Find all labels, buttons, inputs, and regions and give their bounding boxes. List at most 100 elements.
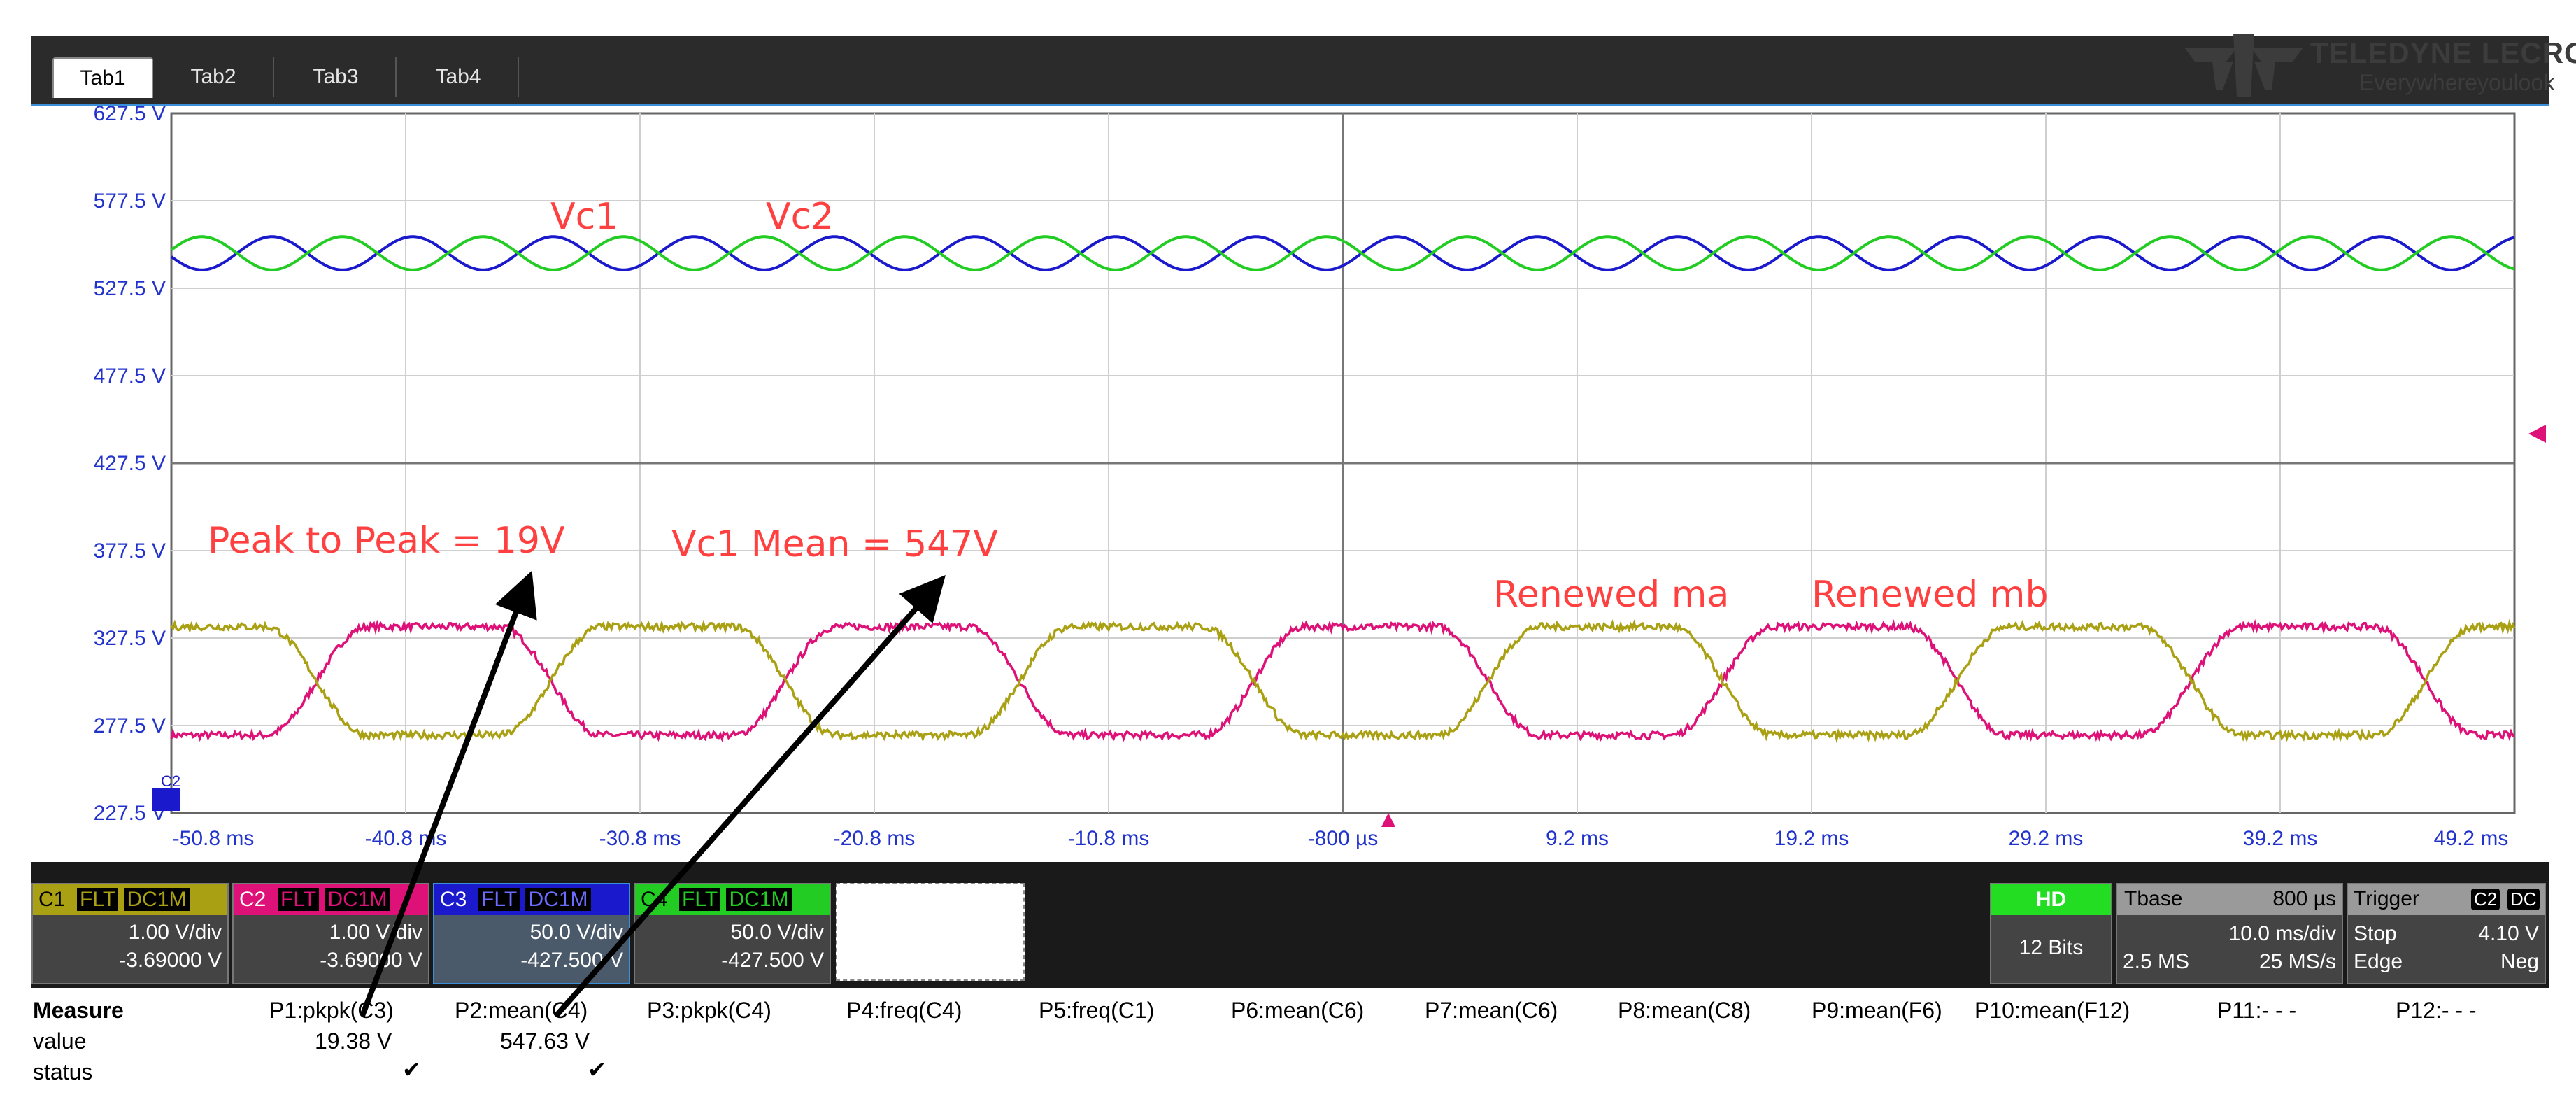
trace-vc1 bbox=[170, 235, 2515, 271]
y-tick-label: 427.5 V bbox=[94, 452, 166, 475]
channel-c3-box[interactable]: C3 FLT DC1M 50.0 V/div -427.500 V bbox=[433, 883, 630, 984]
channel-c4-mode: DC1M bbox=[726, 888, 792, 911]
trigger-label: Trigger bbox=[2354, 887, 2419, 910]
measure-param-status: ✔ bbox=[402, 1057, 421, 1082]
measure-param-name[interactable]: P9:mean(F6) bbox=[1812, 998, 1942, 1023]
channel-c1-box[interactable]: C1 FLT DC1M 1.00 V/div -3.69000 V bbox=[31, 883, 229, 984]
y-tick-label: 527.5 V bbox=[94, 277, 166, 300]
x-tick-label: 9.2 ms bbox=[1546, 827, 1609, 850]
channel-c1-mode: DC1M bbox=[124, 888, 190, 911]
channel-c3-coupling: FLT bbox=[478, 888, 520, 911]
measure-param-name[interactable]: P2:mean(C4) bbox=[455, 998, 588, 1023]
lecroy-emblem-icon bbox=[2184, 34, 2303, 97]
tab-1[interactable]: Tab1 bbox=[52, 57, 153, 98]
tab-4[interactable]: Tab4 bbox=[399, 57, 519, 97]
channel-c3-offset: -427.500 V bbox=[520, 949, 623, 972]
measure-param-name[interactable]: P10:mean(F12) bbox=[1974, 998, 2130, 1023]
measure-param-name[interactable]: P5:freq(C1) bbox=[1039, 998, 1155, 1023]
channel-c3-id: C3 bbox=[440, 888, 467, 911]
brand-tagline: Everywhereyoulook bbox=[2359, 70, 2555, 95]
timebase-header bbox=[2117, 884, 2342, 915]
channel-descriptor-row: C1 FLT DC1M 1.00 V/div -3.69000 V C2 FLT… bbox=[31, 883, 2549, 984]
y-tick-label: 327.5 V bbox=[94, 627, 166, 650]
trigger-level-marker bbox=[2528, 425, 2546, 443]
x-tick-label: -50.8 ms bbox=[173, 827, 255, 850]
channel-c4-coupling: FLT bbox=[679, 888, 721, 911]
channel-offset-marker-label: C2 bbox=[161, 772, 180, 790]
x-tick-label: 49.2 ms bbox=[2434, 827, 2509, 850]
brand-name: TELEDYNE LECROY bbox=[2310, 36, 2576, 69]
measure-param-name[interactable]: P8:mean(C8) bbox=[1618, 998, 1751, 1023]
y-tick-label: 277.5 V bbox=[94, 714, 166, 737]
measure-param-name[interactable]: P7:mean(C6) bbox=[1425, 998, 1558, 1023]
x-tick-label: -10.8 ms bbox=[1068, 827, 1150, 850]
channel-c4-offset: -427.500 V bbox=[721, 949, 824, 972]
measure-row-label-value: value bbox=[33, 1028, 87, 1054]
annotation-vc1: Vc1 bbox=[550, 196, 618, 238]
trigger-position-marker bbox=[1381, 813, 1395, 827]
measure-param-name[interactable]: P3:pkpk(C4) bbox=[647, 998, 771, 1023]
timebase-box[interactable]: Tbase 800 µs 10.0 ms/div 2.5 MS 25 MS/s bbox=[2116, 883, 2343, 984]
tab-bar: Tab1 Tab2 Tab3 Tab4 bbox=[31, 36, 2549, 106]
annotation-vc1-mean: Vc1 Mean = 547V bbox=[671, 523, 998, 565]
y-tick-label: 477.5 V bbox=[94, 365, 166, 388]
channel-c4-vdiv: 50.0 V/div bbox=[730, 921, 824, 944]
x-axis-labels: -50.8 ms -40.8 ms -30.8 ms -20.8 ms -10.8 ms… bbox=[173, 827, 2509, 850]
tab-2[interactable]: Tab2 bbox=[154, 57, 274, 97]
channel-c2-header: C2 FLT DC1M bbox=[234, 884, 428, 915]
annotation-renewed-mb: Renewed mb bbox=[1812, 574, 2048, 616]
timebase-rate: 25 MS/s bbox=[2258, 950, 2336, 973]
measure-row-label-status: status bbox=[33, 1059, 93, 1084]
channel-c2-mode: DC1M bbox=[325, 888, 390, 911]
channel-c2-id: C2 bbox=[239, 888, 266, 911]
annotation-renewed-ma: Renewed ma bbox=[1493, 574, 1729, 616]
timebase-tdiv: 10.0 ms/div bbox=[2228, 922, 2336, 945]
trigger-type: Edge bbox=[2354, 950, 2403, 973]
waveform-plot: 627.5 V 577.5 V 527.5 V 477.5 V 427.5 V 377.5… bbox=[94, 106, 2546, 850]
trigger-level: 4.10 V bbox=[2478, 922, 2539, 945]
measure-param-name[interactable]: P1:pkpk(C3) bbox=[269, 998, 394, 1023]
measure-param-value: 547.63 V bbox=[500, 1028, 590, 1054]
measure-param-name[interactable]: P12:- - - bbox=[2396, 998, 2477, 1023]
measure-param-name[interactable]: P4:freq(C4) bbox=[846, 998, 962, 1023]
timebase-value: 800 µs bbox=[2272, 887, 2336, 910]
trigger-source: C2 bbox=[2471, 889, 2500, 910]
empty-descriptor-slot[interactable] bbox=[836, 883, 1025, 981]
measure-param-name[interactable]: P11:- - - bbox=[2217, 998, 2297, 1023]
x-tick-label: 29.2 ms bbox=[2009, 827, 2084, 850]
channel-c4-id: C4 bbox=[641, 888, 668, 911]
teledyne-lecroy-logo: TELEDYNE LECROY Everywhereyoulook bbox=[2184, 34, 2576, 104]
channel-c2-vdiv: 1.00 V/div bbox=[329, 921, 422, 944]
x-tick-label: 19.2 ms bbox=[1774, 827, 1849, 850]
waveform-display[interactable]: 627.5 V 577.5 V 527.5 V 477.5 V 427.5 V 377.5… bbox=[31, 106, 2549, 862]
y-tick-label: 577.5 V bbox=[94, 190, 166, 213]
tab-3[interactable]: Tab3 bbox=[276, 57, 397, 97]
x-tick-label: -40.8 ms bbox=[365, 827, 447, 850]
hd-mode-badge: HD bbox=[1991, 884, 2111, 915]
annotation-vc2: Vc2 bbox=[766, 196, 834, 238]
channel-c3-vdiv: 50.0 V/div bbox=[529, 921, 623, 944]
measure-table: Measure value status P1:pkpk(C3) 19.38 V ✔… bbox=[31, 992, 2549, 1097]
y-tick-label: 377.5 V bbox=[94, 539, 166, 562]
x-tick-label: -20.8 ms bbox=[834, 827, 916, 850]
acquisition-box[interactable]: HD 12 Bits bbox=[1990, 883, 2112, 984]
measure-header: Measure bbox=[33, 998, 124, 1023]
channel-c3-header: C3 FLT DC1M bbox=[434, 884, 629, 915]
measure-param-name[interactable]: P6:mean(C6) bbox=[1231, 998, 1365, 1023]
channel-c1-header: C1 FLT DC1M bbox=[33, 884, 227, 915]
y-axis-labels: 627.5 V 577.5 V 527.5 V 477.5 V 427.5 V 377.5… bbox=[94, 106, 166, 825]
channel-c4-box[interactable]: C4 FLT DC1M 50.0 V/div -427.500 V bbox=[634, 883, 831, 984]
trigger-box[interactable]: Trigger C2 DC Stop 4.10 V Edge Neg bbox=[2347, 883, 2546, 984]
channel-c4-header: C4 FLT DC1M bbox=[635, 884, 830, 915]
channel-c1-vdiv: 1.00 V/div bbox=[128, 921, 222, 944]
x-tick-label: 39.2 ms bbox=[2243, 827, 2318, 850]
trigger-slope: Neg bbox=[2500, 950, 2539, 973]
channel-c2-box[interactable]: C2 FLT DC1M 1.00 V/div -3.69000 V bbox=[232, 883, 429, 984]
channel-c2-offset: -3.69000 V bbox=[320, 949, 422, 972]
timebase-label: Tbase bbox=[2124, 887, 2183, 910]
timebase-samples: 2.5 MS bbox=[2123, 950, 2190, 973]
acquisition-bits: 12 Bits bbox=[2019, 936, 2084, 959]
channel-c1-id: C1 bbox=[38, 888, 66, 911]
measure-param-value: 19.38 V bbox=[315, 1028, 392, 1054]
measure-param-status: ✔ bbox=[588, 1057, 606, 1082]
